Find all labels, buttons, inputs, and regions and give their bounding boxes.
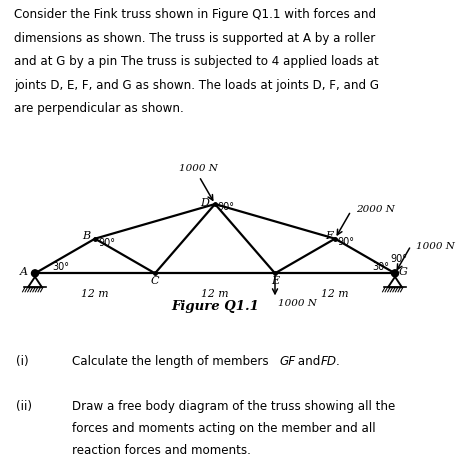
Text: Calculate the length of members: Calculate the length of members: [72, 354, 272, 367]
Text: F: F: [325, 231, 333, 241]
Text: 12 m: 12 m: [201, 289, 229, 299]
Text: G: G: [399, 267, 408, 277]
Text: FD: FD: [320, 354, 336, 367]
Text: 90°: 90°: [217, 202, 234, 212]
Text: dimensions as shown. The truss is supported at A by a roller: dimensions as shown. The truss is suppor…: [14, 32, 375, 45]
Text: 90°: 90°: [390, 254, 407, 264]
Text: Draw a free body diagram of the truss showing all the: Draw a free body diagram of the truss sh…: [72, 400, 395, 413]
Text: 12 m: 12 m: [81, 289, 109, 299]
Text: 90°: 90°: [337, 237, 354, 247]
Text: and at G by a pin The truss is subjected to 4 applied loads at: and at G by a pin The truss is subjected…: [14, 55, 379, 68]
Text: and: and: [294, 354, 325, 367]
Text: B: B: [82, 231, 90, 241]
Text: reaction forces and moments.: reaction forces and moments.: [72, 444, 251, 457]
Text: are perpendicular as shown.: are perpendicular as shown.: [14, 102, 184, 115]
Text: joints D, E, F, and G as shown. The loads at joints D, F, and G: joints D, E, F, and G as shown. The load…: [14, 79, 379, 92]
Text: (ii): (ii): [16, 400, 32, 413]
Text: 30°: 30°: [372, 262, 389, 272]
Text: .: .: [336, 354, 339, 367]
Text: 30°: 30°: [52, 262, 69, 272]
Text: 2000 N: 2000 N: [356, 206, 395, 214]
Text: GF: GF: [279, 354, 295, 367]
Text: C: C: [151, 276, 159, 286]
Text: Consider the Fink truss shown in Figure Q1.1 with forces and: Consider the Fink truss shown in Figure …: [14, 8, 376, 21]
Text: (i): (i): [16, 354, 29, 367]
Text: 1000 N: 1000 N: [278, 299, 317, 308]
Text: D: D: [200, 198, 209, 208]
Text: 1000 N: 1000 N: [416, 242, 455, 251]
Circle shape: [32, 270, 39, 277]
Text: E: E: [271, 276, 279, 286]
Text: 1000 N: 1000 N: [179, 164, 218, 173]
Text: A: A: [20, 267, 28, 277]
Circle shape: [392, 270, 399, 277]
Text: 12 m: 12 m: [321, 289, 349, 299]
Text: Figure Q1.1: Figure Q1.1: [171, 300, 259, 313]
Text: 90°: 90°: [99, 238, 115, 248]
Text: forces and moments acting on the member and all: forces and moments acting on the member …: [72, 422, 376, 435]
